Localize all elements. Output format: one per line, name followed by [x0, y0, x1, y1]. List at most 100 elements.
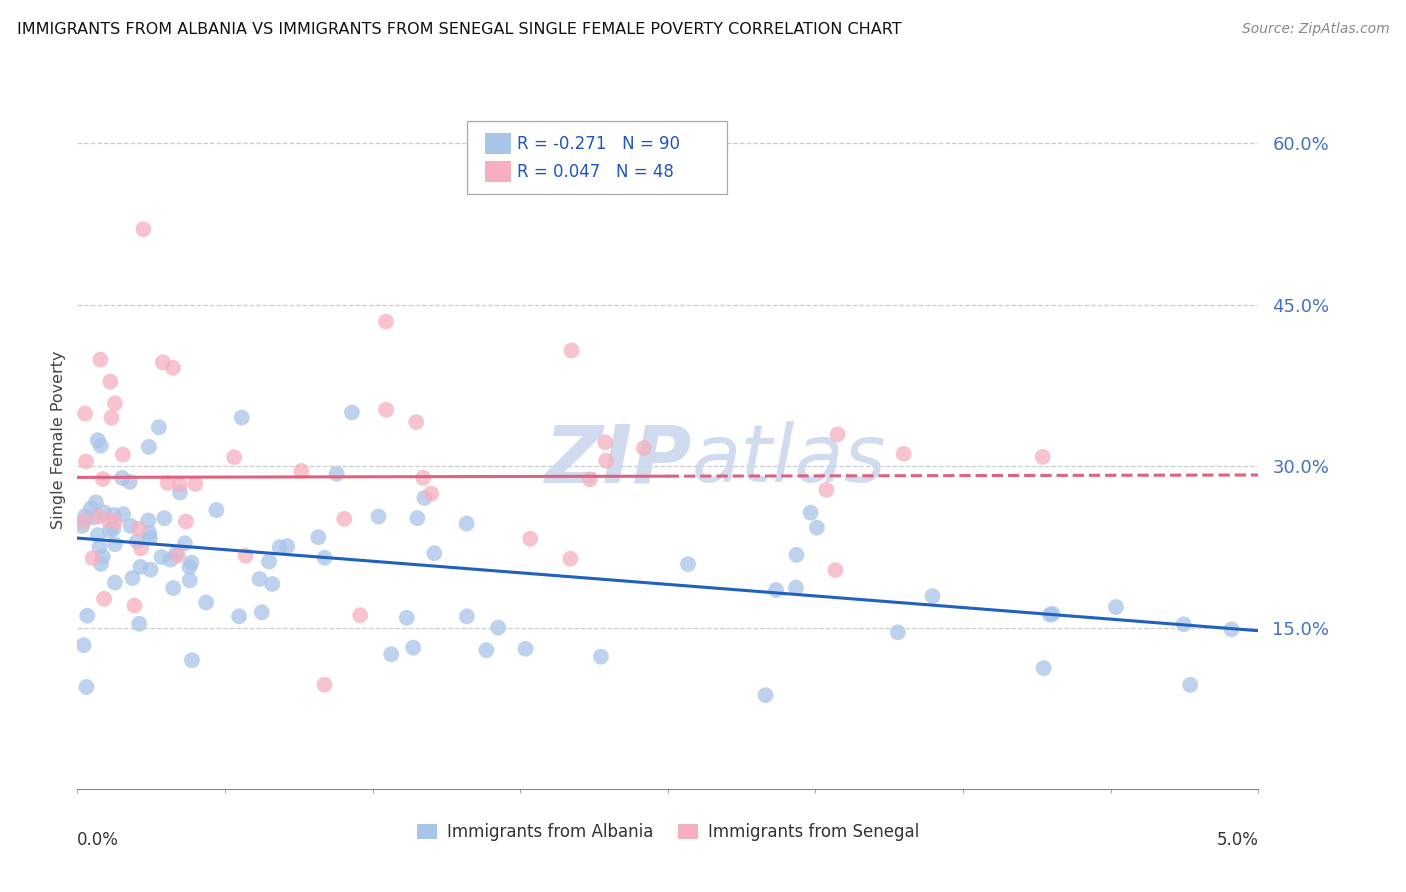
Point — [129, 541, 152, 556]
Point — [138, 525, 160, 540]
Point — [91, 549, 114, 564]
Point — [367, 509, 389, 524]
Point — [97, 513, 120, 527]
Point — [314, 550, 336, 565]
Point — [195, 595, 218, 609]
Point — [136, 513, 159, 527]
Point — [93, 505, 115, 519]
Point — [1042, 607, 1064, 621]
Point — [456, 609, 478, 624]
Point — [75, 454, 97, 468]
Point — [314, 678, 336, 692]
Point — [475, 643, 498, 657]
Point — [87, 434, 110, 448]
Point — [174, 536, 197, 550]
Point — [405, 415, 427, 429]
Point — [148, 420, 170, 434]
Point — [90, 439, 112, 453]
Point — [165, 547, 187, 561]
Point — [228, 609, 250, 624]
Text: 5.0%: 5.0% — [1216, 831, 1258, 849]
Point — [124, 599, 146, 613]
Text: IMMIGRANTS FROM ALBANIA VS IMMIGRANTS FROM SENEGAL SINGLE FEMALE POVERTY CORRELA: IMMIGRANTS FROM ALBANIA VS IMMIGRANTS FR… — [17, 22, 901, 37]
Point — [420, 486, 443, 500]
Point — [519, 532, 541, 546]
Point — [824, 563, 846, 577]
Point — [340, 405, 363, 419]
Point — [413, 491, 436, 505]
Point — [150, 549, 173, 564]
Point — [1291, 536, 1313, 550]
Point — [307, 530, 329, 544]
Point — [593, 435, 616, 450]
Text: R = 0.047   N = 48: R = 0.047 N = 48 — [516, 163, 673, 181]
Point — [70, 519, 93, 533]
Point — [486, 621, 509, 635]
Point — [159, 552, 181, 566]
Point — [887, 625, 910, 640]
Point — [104, 575, 127, 590]
Point — [262, 577, 284, 591]
Legend: Immigrants from Albania, Immigrants from Senegal: Immigrants from Albania, Immigrants from… — [411, 816, 925, 847]
Point — [169, 478, 191, 492]
Point — [406, 511, 429, 525]
Point — [380, 647, 402, 661]
Point — [76, 608, 98, 623]
Point — [128, 522, 150, 536]
Point — [1180, 678, 1202, 692]
Point — [75, 407, 97, 421]
Point — [1105, 600, 1128, 615]
Point — [815, 483, 838, 497]
Point — [515, 641, 537, 656]
Point — [290, 464, 312, 478]
Point — [333, 512, 356, 526]
Point — [167, 549, 190, 563]
Point — [89, 352, 111, 367]
Point — [806, 521, 828, 535]
Point — [257, 554, 280, 568]
FancyBboxPatch shape — [485, 133, 510, 154]
Text: 0.0%: 0.0% — [77, 831, 120, 849]
Point — [87, 509, 110, 524]
Point — [276, 539, 298, 553]
Point — [205, 503, 228, 517]
Point — [156, 476, 179, 491]
Point — [375, 402, 398, 417]
Point — [128, 616, 150, 631]
Point — [153, 511, 176, 525]
Point — [560, 551, 582, 566]
Point — [179, 560, 201, 574]
Point — [1032, 450, 1054, 464]
Point — [250, 605, 273, 619]
Point — [423, 546, 446, 560]
Point — [633, 441, 655, 455]
Point — [121, 571, 143, 585]
Point — [235, 549, 257, 563]
Point — [93, 591, 115, 606]
Text: R = -0.271   N = 90: R = -0.271 N = 90 — [516, 135, 679, 153]
Point — [800, 506, 823, 520]
Point — [412, 471, 434, 485]
Point — [402, 640, 425, 655]
Point — [112, 507, 135, 521]
Point — [162, 360, 184, 375]
Point — [73, 514, 96, 528]
Point — [579, 472, 602, 486]
Point — [103, 522, 125, 536]
Point — [104, 537, 127, 551]
Point — [1281, 615, 1303, 629]
Point — [152, 355, 174, 369]
Point — [1039, 607, 1062, 622]
Point — [118, 475, 141, 489]
Point — [138, 440, 160, 454]
Point — [139, 531, 162, 545]
Text: ZIP: ZIP — [544, 421, 692, 500]
Point — [174, 515, 197, 529]
Point — [179, 574, 201, 588]
Point — [139, 563, 162, 577]
Point — [100, 410, 122, 425]
FancyBboxPatch shape — [467, 120, 727, 194]
Text: Source: ZipAtlas.com: Source: ZipAtlas.com — [1241, 22, 1389, 37]
Point — [132, 222, 155, 236]
Point — [84, 495, 107, 509]
